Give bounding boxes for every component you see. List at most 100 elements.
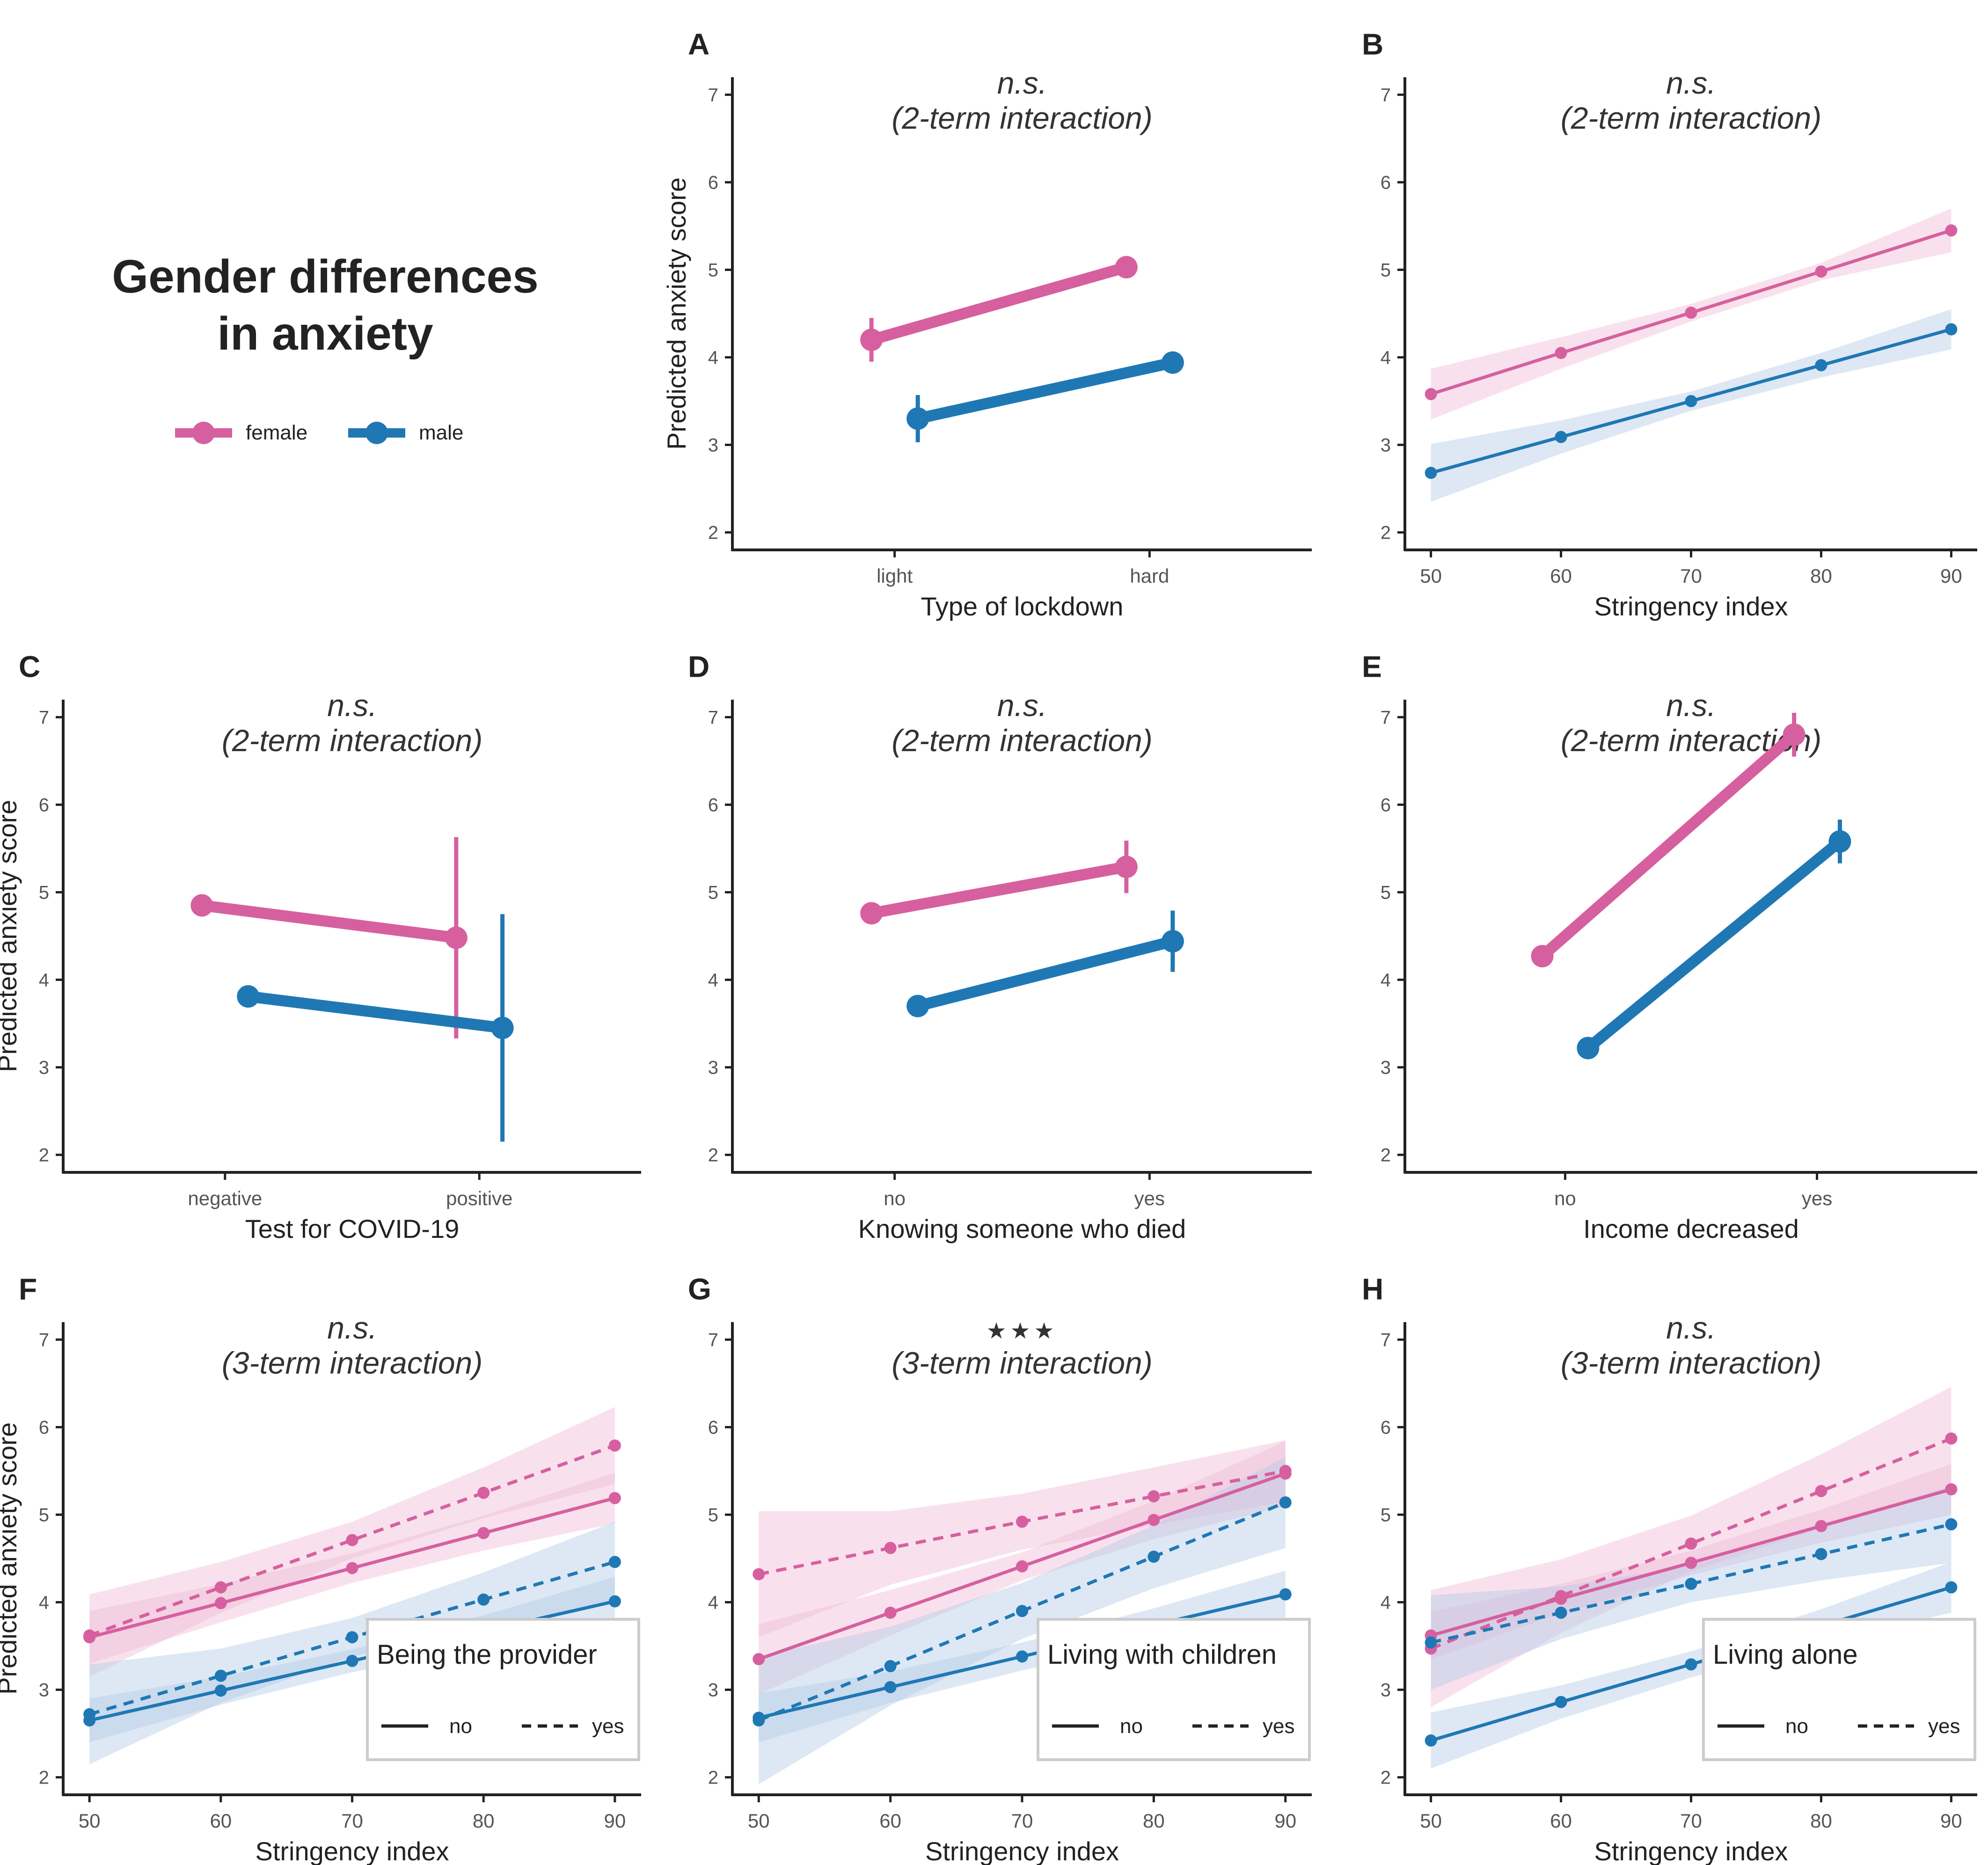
y-tick-label-d-3: 3 — [708, 1058, 718, 1078]
series-line-h-female-yes — [1430, 1437, 1952, 1650]
data-point-f-female-yes-70 — [346, 1534, 358, 1546]
y-tick-label-f-7: 7 — [39, 1330, 49, 1350]
x-tick-label-e-no: no — [1554, 1187, 1576, 1209]
data-point-g-female-yes-60 — [884, 1542, 897, 1554]
panel-letter-a: A — [688, 27, 709, 61]
y-tick-label-g-2: 2 — [708, 1768, 718, 1788]
data-point-a-female-light — [860, 329, 883, 351]
data-point-f-female-yes-80 — [477, 1486, 490, 1499]
data-point-f-male-no-60 — [214, 1684, 227, 1697]
data-point-b-male-60 — [1555, 431, 1567, 443]
y-tick-label-a-3: 3 — [708, 435, 718, 456]
data-point-h-male-no-50 — [1425, 1734, 1437, 1747]
panel-a: An.s.(2-term interaction) 2 3 4 5 6 7 light hard… — [662, 27, 1312, 621]
y-tick-label-c-7: 7 — [39, 707, 49, 728]
y-tick-label-b-3: 3 — [1381, 435, 1391, 456]
panel-letter-h: H — [1362, 1272, 1383, 1306]
data-point-c-female-positive — [445, 926, 468, 949]
data-point-f-female-yes-60 — [214, 1581, 227, 1594]
data-point-a-male-hard — [1161, 351, 1184, 374]
x-tick-label-h-70: 70 — [1680, 1810, 1702, 1832]
data-point-a-female-hard — [1115, 256, 1138, 278]
y-tick-label-c-3: 3 — [39, 1058, 49, 1078]
x-tick-label-f-80: 80 — [473, 1810, 495, 1832]
x-tick-label-b-60: 60 — [1550, 565, 1572, 587]
y-tick-label-g-7: 7 — [708, 1330, 718, 1350]
y-tick-label-e-3: 3 — [1381, 1058, 1391, 1078]
moderator-legend-label-g-no: no — [1120, 1715, 1143, 1738]
x-tick-label-f-70: 70 — [341, 1810, 363, 1832]
data-point-h-male-yes-50 — [1425, 1636, 1437, 1649]
series-line-c-female — [201, 900, 457, 943]
x-tick-label-g-60: 60 — [879, 1810, 901, 1832]
y-tick-label-b-2: 2 — [1381, 523, 1391, 543]
interaction-label-a: (2-term interaction) — [892, 101, 1153, 135]
panel-letter-g: G — [688, 1272, 711, 1306]
data-point-h-male-yes-90 — [1945, 1518, 1958, 1531]
y-tick-label-c-2: 2 — [39, 1145, 49, 1166]
x-axis-title-g: Stringency index — [925, 1836, 1119, 1865]
y-tick-label-e-5: 5 — [1381, 882, 1391, 903]
x-tick-label-d-no: no — [884, 1187, 906, 1209]
series-line-f-female-yes — [88, 1444, 616, 1637]
series-line-c-male — [247, 991, 504, 1034]
x-tick-label-h-90: 90 — [1940, 1810, 1962, 1832]
moderator-legend-box-f — [366, 1618, 640, 1761]
y-axis-title-a: Predicted anxiety score — [662, 177, 691, 450]
x-tick-label-b-80: 80 — [1810, 565, 1832, 587]
x-tick-label-b-90: 90 — [1940, 565, 1962, 587]
moderator-legend-label-f-yes: yes — [592, 1715, 624, 1738]
significance-label-c: n.s. — [327, 688, 377, 723]
x-tick-label-h-80: 80 — [1810, 1810, 1832, 1832]
x-tick-label-a-light: light — [877, 565, 913, 587]
moderator-legend-title-g: Living with children — [1047, 1639, 1277, 1670]
data-point-b-female-60 — [1555, 347, 1567, 359]
significance-label-a: n.s. — [997, 66, 1047, 100]
data-point-g-female-yes-90 — [1279, 1464, 1292, 1477]
data-point-h-female-yes-90 — [1945, 1432, 1958, 1445]
panel-letter-c: C — [19, 650, 40, 683]
series-line-a-female — [870, 262, 1128, 345]
y-tick-label-b-6: 6 — [1381, 172, 1391, 193]
data-point-g-male-yes-70 — [1016, 1605, 1028, 1617]
x-tick-label-g-90: 90 — [1274, 1810, 1296, 1832]
data-point-h-male-yes-70 — [1685, 1578, 1697, 1590]
moderator-legend-label-g-yes: yes — [1263, 1715, 1294, 1738]
data-point-h-male-no-60 — [1555, 1696, 1567, 1708]
y-tick-label-g-3: 3 — [708, 1680, 718, 1701]
moderator-legend-box-g — [1037, 1618, 1311, 1761]
y-tick-label-b-5: 5 — [1381, 260, 1391, 280]
y-tick-label-f-3: 3 — [39, 1680, 49, 1701]
x-axis-title-d: Knowing someone who died — [858, 1214, 1186, 1243]
y-tick-label-h-6: 6 — [1381, 1417, 1391, 1438]
series-line-d-female — [870, 861, 1127, 919]
y-tick-label-h-5: 5 — [1381, 1505, 1391, 1525]
panel-c: Cn.s.(2-term interaction) 2 3 4 5 6 7 negative p… — [0, 650, 641, 1243]
y-axis-title-c: Predicted anxiety score — [0, 800, 22, 1072]
data-point-a-male-light — [906, 407, 929, 430]
y-tick-label-d-5: 5 — [708, 882, 718, 903]
data-point-f-female-no-60 — [214, 1597, 227, 1609]
legend-label-female: female — [246, 421, 308, 444]
data-point-h-male-yes-80 — [1815, 1548, 1827, 1560]
data-point-f-female-no-80 — [477, 1527, 490, 1539]
interaction-label-g: (3-term interaction) — [892, 1346, 1153, 1380]
figure-title-line-1: Gender differences — [112, 250, 539, 303]
y-tick-label-h-2: 2 — [1381, 1768, 1391, 1788]
figure-title-line-2: in anxiety — [217, 307, 433, 360]
panel-letter-f: F — [19, 1272, 37, 1306]
y-tick-label-e-2: 2 — [1381, 1145, 1391, 1166]
data-point-f-male-no-90 — [608, 1595, 621, 1608]
x-tick-label-b-70: 70 — [1680, 565, 1702, 587]
data-point-h-male-no-70 — [1685, 1658, 1697, 1671]
y-tick-label-f-4: 4 — [39, 1593, 49, 1613]
data-point-e-female-yes — [1783, 723, 1805, 746]
x-tick-label-f-60: 60 — [210, 1810, 232, 1832]
legend-label-male: male — [419, 421, 464, 444]
data-point-g-female-no-70 — [1016, 1560, 1028, 1572]
y-axis-title-f: Predicted anxiety score — [0, 1422, 22, 1695]
x-tick-label-c-negative: negative — [188, 1187, 262, 1209]
data-point-h-female-yes-70 — [1685, 1537, 1697, 1550]
x-tick-label-f-90: 90 — [604, 1810, 626, 1832]
